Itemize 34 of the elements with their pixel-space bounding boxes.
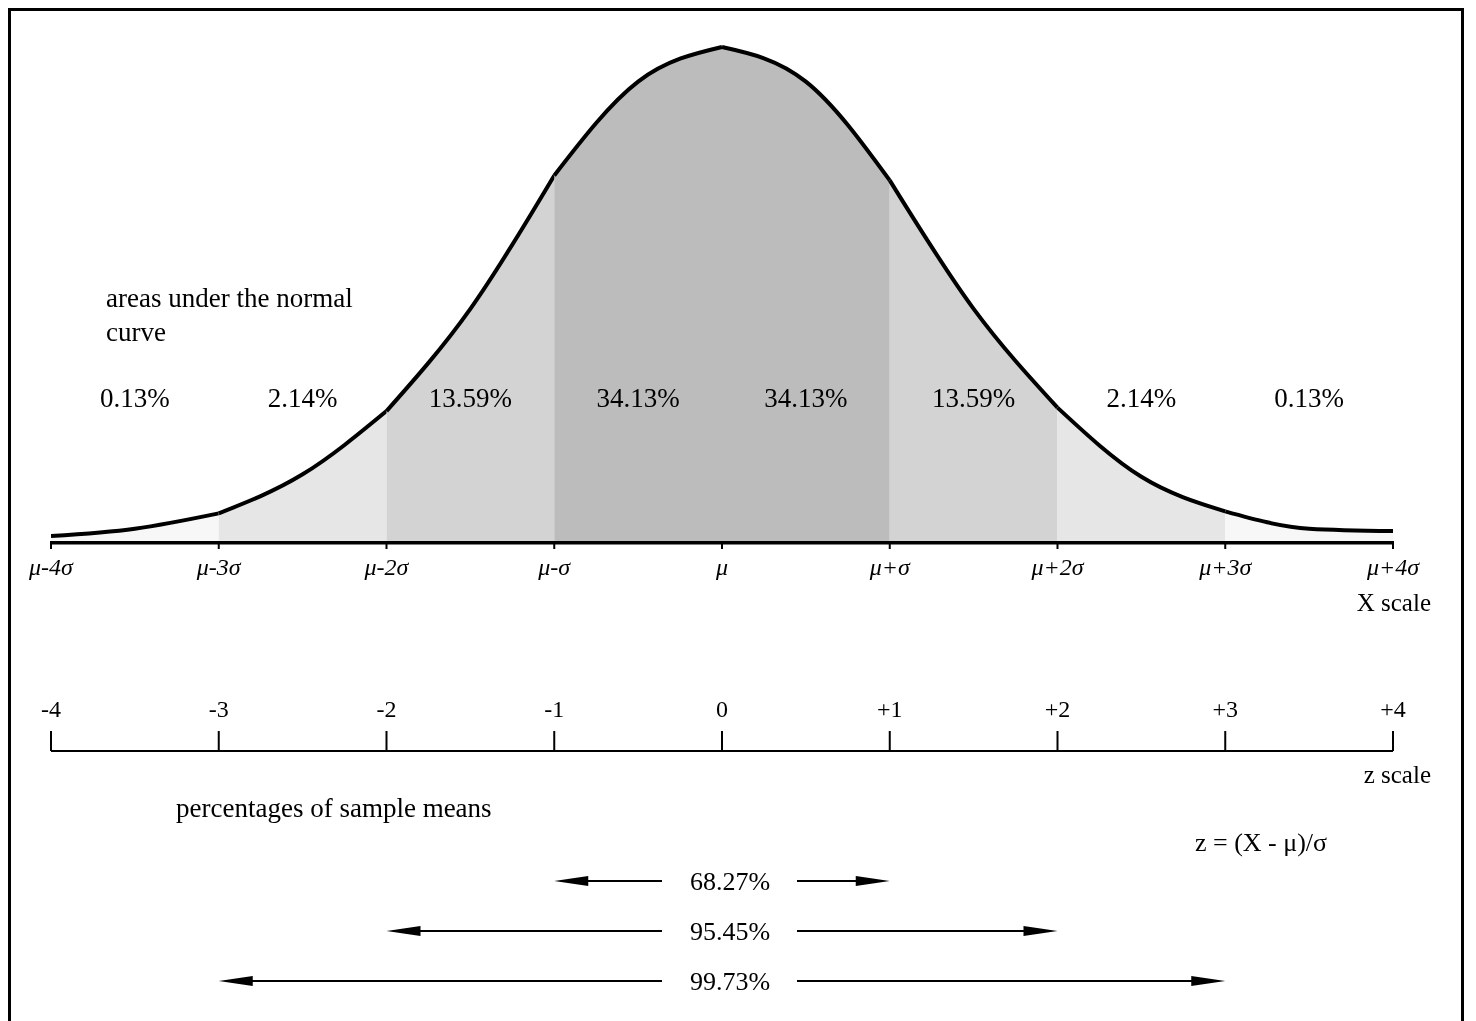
- x-tick-label: +2: [1044, 696, 1071, 722]
- annotation: 2.14%: [1105, 383, 1178, 414]
- annotation: 13.59%: [427, 383, 513, 414]
- text: 68.27%: [689, 867, 771, 896]
- text: μ+3σ: [1198, 554, 1253, 580]
- text: percentages of sample means: [176, 792, 493, 825]
- text: μ: [714, 554, 729, 580]
- text: 99.73%: [689, 967, 771, 996]
- text: μ+σ: [868, 554, 911, 580]
- text: 95.45%: [689, 917, 771, 946]
- x-tick-label: +1: [876, 696, 903, 722]
- annotation: areas under the normal curve: [106, 282, 354, 349]
- x-axis-title: z scale: [1363, 761, 1431, 788]
- x-tick-label: 0: [716, 696, 728, 722]
- annotation: 0.13%: [99, 383, 171, 414]
- x-tick-label: -4: [41, 696, 61, 722]
- text: μ+2σ: [1030, 554, 1085, 580]
- x-tick-label: -2: [376, 696, 397, 722]
- text: μ+4σ: [1365, 554, 1421, 580]
- x-tick-label: -1: [544, 696, 565, 722]
- text: μ-3σ: [195, 554, 242, 580]
- text: z = (X - μ)/σ: [1194, 828, 1328, 857]
- annotation: 0.13%: [1273, 383, 1345, 414]
- text: μ-σ: [537, 554, 572, 580]
- annotation: 13.59%: [931, 383, 1017, 414]
- annotation: 34.13%: [595, 383, 681, 414]
- x-tick-label: -3: [208, 696, 229, 722]
- x-tick-label: +3: [1212, 696, 1239, 722]
- x-tick-label: +4: [1380, 696, 1406, 722]
- text: X scale: [1356, 589, 1431, 616]
- annotation: 34.13%: [763, 383, 849, 414]
- text: μ-4σ: [28, 554, 75, 580]
- annotation: 2.14%: [266, 383, 339, 414]
- text: μ-2σ: [363, 554, 410, 580]
